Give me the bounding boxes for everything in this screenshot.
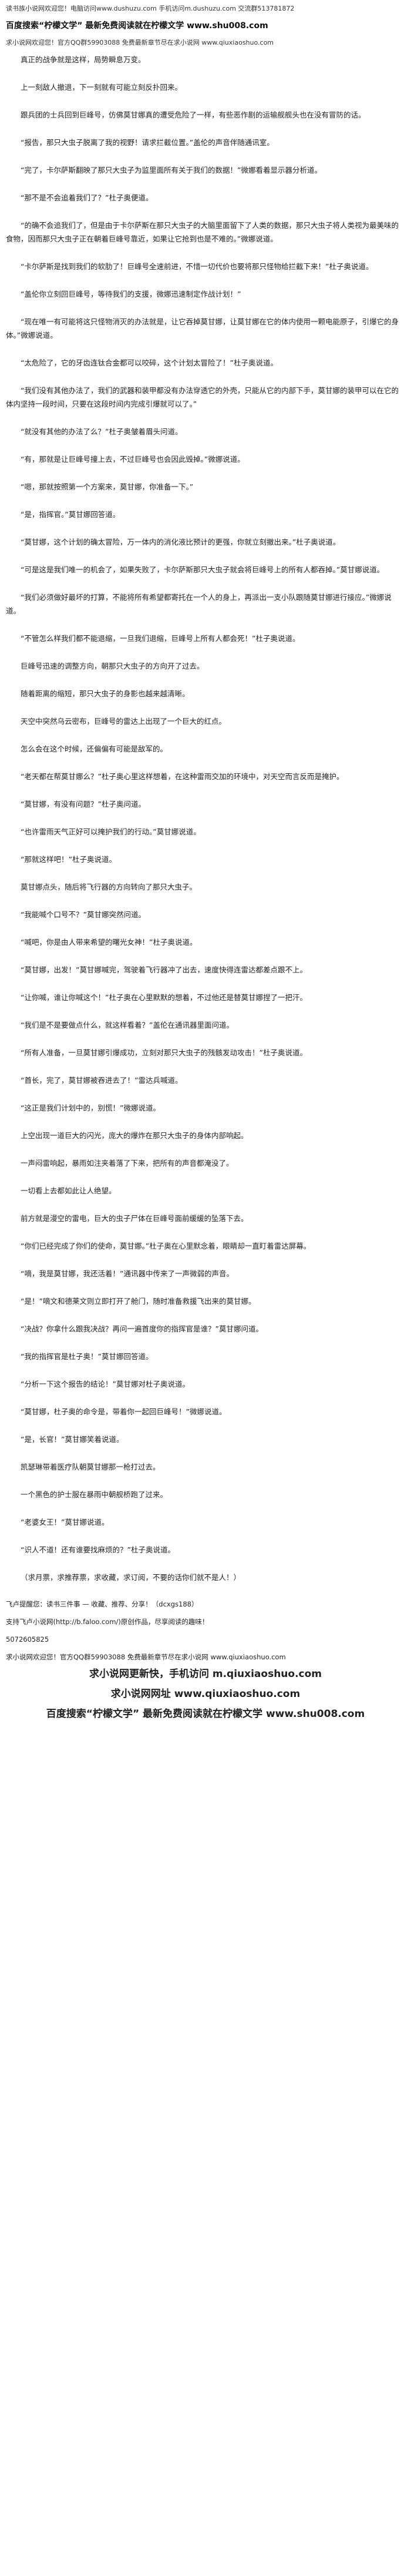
paragraph: “那就这样吧！”杜子奥说道。	[21, 855, 116, 864]
paragraph: “我的指挥官是杜子奥！”莫甘娜回答道。	[21, 1352, 153, 1361]
paragraph: “这正是我们计划中的，别慌！”微娜说道。	[21, 1103, 160, 1112]
paragraph: “老婆女王！”莫甘娜说道。	[21, 1518, 109, 1527]
paragraph: “嗯，那就按照第一个方案来，莫甘娜，你准备一下。”	[21, 482, 194, 491]
site-notice: 求小说网欢迎您！官方QQ群59903088 免费最新章节尽在求小说网 www.q…	[6, 39, 274, 46]
paragraph: 巨峰号迅速的调整方向，朝那只大虫子的方向开了过去。	[21, 662, 204, 670]
footer-line: 求小说网欢迎您！官方QQ群59903088 免费最新章节尽在求小说网 www.q…	[6, 1653, 286, 1661]
paragraph: 随着距离的缩短，那只大虫子的身影也越来越清晰。	[21, 689, 190, 698]
paragraph: “现在唯一有可能将这只怪物消灭的办法就是，让它吞掉莫甘娜，让莫甘娜在它的体内使用…	[6, 317, 399, 340]
paragraph: 上一刻敌人撤退，下一刻就有可能立刻反扑回来。	[21, 83, 183, 92]
paragraph: “嘀，我是莫甘娜，我还活着！”通讯器中传来了一声微弱的声音。	[21, 1269, 234, 1278]
paragraph: 一声闷雷响起，暴雨如注夹着落了下来，把所有的声音都淹没了。	[21, 1159, 234, 1168]
paragraph: 莫甘娜点头，随后将飞行器的方向转向了那只大虫子。	[21, 883, 197, 891]
paragraph: （求月票，求推荐票，求收藏，求订阅，不要的话你们就不是人！）	[21, 1573, 241, 1582]
paragraph: 前方就是漫空的雷电，巨大的虫子尸体在巨峰号面前缓缓的坠落下去。	[21, 1214, 248, 1223]
site-notice: 读书族小说网欢迎您！电脑访问www.dushuzu.com 手机访问m.dush…	[6, 5, 295, 12]
paragraph: “老天都在帮莫甘娜么？”杜子奥心里这样想着，在这种雷雨交加的环境中，对天空而言反…	[21, 772, 344, 781]
paragraph: “分析一下这个报告的结论！”莫甘娜对杜子奥说道。	[21, 1380, 190, 1388]
footer-line: 飞卢提醒您：读书三件事 — 收藏、推荐、分享！（dcxgs188）	[6, 1600, 198, 1608]
paragraph: 真正的战争就是这样，局势瞬息万变。	[21, 55, 146, 64]
document: 读书族小说网欢迎您！电脑访问www.dushuzu.com 手机访问m.dush…	[6, 5, 399, 1720]
paragraph: 一个黑色的护士服在暴雨中朝舰桥跑了过来。	[21, 1490, 168, 1499]
paragraph: “莫甘娜，有没有问题？”杜子奥问道。	[21, 800, 146, 809]
footer-line: 5072605825	[6, 1635, 49, 1643]
paragraph: “让你喊，谁让你喊这个！”杜子奥在心里默默的想着，不过他还是替莫甘娜捏了一把汗。	[21, 993, 307, 1002]
paragraph: “我们是不是要做点什么，就这样看着？”盖伦在通讯器里面问道。	[21, 1021, 234, 1029]
banner: 百度搜索“柠檬文学” 最新免费阅读就在柠檬文学 www.shu008.com	[6, 21, 268, 31]
paragraph: “太危险了，它的牙齿连钛合金都可以咬碎，这个计划太冒险了！”杜子奥说道。	[21, 358, 278, 367]
paragraph: “报告，那只大虫子脱离了我的视野！请求拦截位置。”盖伦的声音伴随通讯室。	[21, 138, 274, 147]
paragraph: 怎么会在这个时候，还偏偏有可能是敌军的。	[21, 744, 168, 753]
paragraph: “盖伦你立刻回巨峰号，等待我们的支援，微娜迅速制定作战计划！”	[21, 290, 241, 298]
paragraph: “是，长官！”莫甘娜笑着说道。	[21, 1435, 124, 1444]
footer-line: 百度搜索“柠檬文学” 最新免费阅读就在柠檬文学 www.shu008.com	[46, 1708, 365, 1720]
paragraph: “可是这是我们唯一的机会了，如果失败了，卡尔萨斯那只大虫子就会将巨峰号上的所有人…	[21, 565, 385, 574]
paragraph: 凯瑟琳带着医疗队朝莫甘娜那一枪打过去。	[21, 1463, 160, 1471]
paragraph: “首长，完了，莫甘娜被吞进去了！”雷达兵喊道。	[21, 1076, 183, 1085]
paragraph: 一切看上去都如此让人绝望。	[21, 1186, 116, 1195]
paragraph: “莫甘娜，杜子奥的命令是，带着你一起回巨峰号！”微娜说道。	[21, 1407, 227, 1416]
paragraph: “完了，卡尔萨斯翻映了那只大虫子为监里面所有关于我们的数据！”微娜看着显示器分析…	[21, 166, 322, 175]
paragraph: “喊吧，你是由人带来希望的曙光女神！”杜子奥说道。	[21, 938, 197, 947]
paragraph: “就没有其他的办法了么？”杜子奥皱着眉头问道。	[21, 427, 183, 436]
paragraph: “有，那就是让巨峰号撞上去，不过巨峰号也会因此毁掉。”微娜说道。	[21, 455, 245, 464]
paragraph: “那不是不会追着我们了？”杜子奥便道。	[21, 193, 153, 202]
footer-line: 求小说网网址 www.qiuxiaoshuo.com	[110, 1688, 301, 1700]
paragraph: 天空中突然乌云密布，巨峰号的雷达上出现了一个巨大的红点。	[21, 717, 227, 726]
paragraph: “莫甘娜，这个计划的确太冒险，万一体内的消化液比预计的更强，你就立刻撤出来。”杜…	[21, 538, 341, 546]
paragraph: “识人不道！还有谁要找麻烦的？”杜子奥说道。	[21, 1545, 175, 1554]
paragraph: “是！”嘀文和德莱文则立即打开了舱门，随时准备救援飞出来的莫甘娜。	[21, 1297, 256, 1306]
paragraph: “的确不会追我们了，但是由于卡尔萨斯在那只大虫子的大脑里面留下了人类的数据，那只…	[6, 221, 399, 243]
paragraph: “卡尔萨斯是找到我们的软肋了！巨峰号全速前进，不惜一切代价也要将那只怪物给拦截下…	[21, 262, 373, 271]
paragraph: “不管怎么样我们都不能退缩，一旦我们退缩，巨峰号上所有人都会死！”杜子奥说道。	[21, 634, 300, 643]
paragraph: “也许雷雨天气正好可以掩护我们的行动。”莫甘娜说道。	[21, 827, 201, 836]
paragraph: “莫甘娜，出发！”莫甘娜喊完，驾驶着飞行器冲了出去，速度快得连雷达都差点跟不上。	[21, 965, 307, 974]
paragraph: “我们没有其他办法了，我们的武器和装甲都没有办法穿透它的外壳，只能从它的内部下手…	[6, 386, 399, 408]
paragraph: “我们必须做好最坏的打算，不能将所有希望都寄托在一个人的身上，再派出一支小队跟随…	[6, 593, 392, 615]
footer-line: 求小说网更新快，手机访问 m.qiuxiaoshuo.com	[89, 1668, 322, 1680]
paragraph: “我能喊个口号不？”莫甘娜突然问道。	[21, 910, 146, 919]
paragraph: “是，指挥官。”莫甘娜回答道。	[21, 510, 120, 519]
paragraph: 上空出现一道巨大的闪光，庞大的爆炸在那只大虫子的身体内部响起。	[21, 1131, 248, 1140]
paragraph: “决战？你拿什么跟我决战？再问一遍首度你的指挥官是谁？”莫甘娜问道。	[21, 1324, 263, 1333]
paragraph: “你们已经完成了你们的使命，莫甘娜。”杜子奥在心里默念着，眼睛却一直盯着雷达屏幕…	[21, 1242, 311, 1250]
paragraph: “所有人准备，一旦莫甘娜引爆成功，立刻对那只大虫子的残骸发动攻击！”杜子奥说道。	[21, 1048, 307, 1057]
paragraph: 跟兵团的士兵回到巨峰号，仿佛莫甘娜真的遭受危险了一样，有些恶作剧的运输舰舰头也在…	[21, 110, 366, 119]
footer-line: 支持飞卢小说网(http://b.faloo.com/)原创作品，尽享阅读的趣味…	[6, 1618, 209, 1626]
